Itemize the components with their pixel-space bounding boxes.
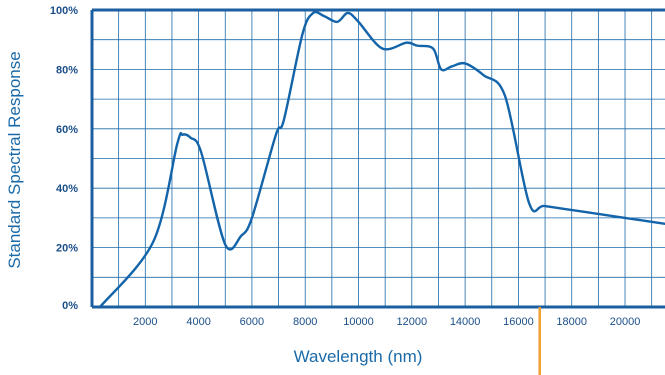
y-tick-labels: 0% 20% 40% 60% 80% 100% xyxy=(50,5,78,312)
x-tick-labels: 2000 4000 6000 8000 10000 12000 14000 16000 1800… xyxy=(133,316,640,328)
x-tick-label: 14000 xyxy=(450,316,481,328)
y-tick-label: 80% xyxy=(56,64,78,76)
x-tick-label: 2000 xyxy=(133,316,157,328)
x-tick-label: 10000 xyxy=(343,316,374,328)
y-tick-label: 60% xyxy=(56,124,78,136)
y-axis-label: Standard Spectral Response xyxy=(5,51,24,268)
y-tick-label: 100% xyxy=(50,5,78,17)
plot-frame xyxy=(90,8,665,309)
x-tick-label: 6000 xyxy=(240,316,264,328)
x-tick-label: 12000 xyxy=(397,316,428,328)
x-axis-label: Wavelength (nm) xyxy=(294,347,423,366)
y-tick-label: 20% xyxy=(56,243,78,255)
y-tick-label: 40% xyxy=(56,183,78,195)
x-tick-label: 20000 xyxy=(610,316,641,328)
x-tick-label: 4000 xyxy=(186,316,210,328)
chart-grid xyxy=(92,10,665,307)
x-tick-label: 8000 xyxy=(293,316,317,328)
x-tick-label: 16000 xyxy=(503,316,534,328)
series-line xyxy=(98,10,665,309)
x-tick-label: 18000 xyxy=(556,316,587,328)
y-tick-label: 0% xyxy=(62,300,78,312)
